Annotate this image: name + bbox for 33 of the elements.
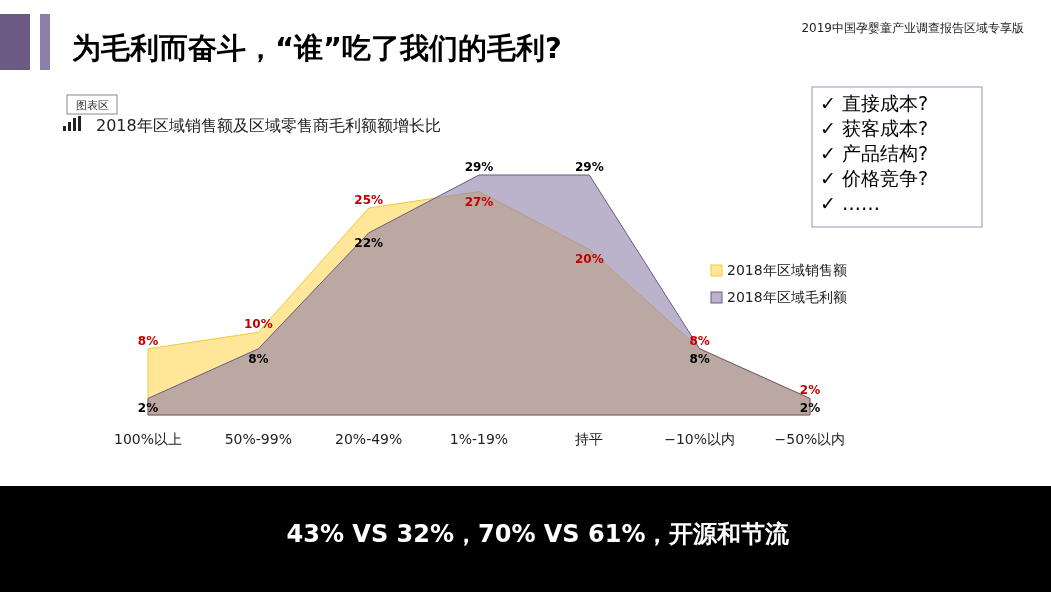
data-label: 8% xyxy=(137,333,159,348)
text: ✓ 产品结构? xyxy=(820,142,929,164)
annotation: ✓ 价格竞争? xyxy=(820,167,929,189)
data-label: 22% xyxy=(354,235,384,250)
x-tick-label: −10%以内 xyxy=(664,431,736,447)
x-tick-label: 持平 xyxy=(575,431,604,447)
data-label: 25% xyxy=(354,193,384,208)
data-label: 29% xyxy=(574,160,604,174)
text: 43% VS 32%，70% VS 61%，开源和节流 xyxy=(286,520,791,548)
text: 图表区 xyxy=(75,99,109,112)
data-label: 29% xyxy=(464,160,494,174)
x-tick-label: 20%-49% xyxy=(335,431,403,447)
data-label: 2% xyxy=(137,401,159,416)
data-label: 8% xyxy=(248,351,269,366)
chart-title: 为毛利而奋斗，“谁”吃了我们的毛利? xyxy=(72,31,562,65)
x-tick-label: 100%以上 xyxy=(113,431,183,447)
data-label: 8% xyxy=(689,351,710,366)
text: ✓ 获客成本? xyxy=(820,117,929,139)
data-label: 20% xyxy=(574,252,604,267)
data-label: 27% xyxy=(464,194,494,209)
legend-label: 2018年区域毛利额 xyxy=(727,289,847,305)
x-tick-label: −50%以内 xyxy=(774,431,846,447)
data-label: 10% xyxy=(243,317,273,332)
legend-label: 2018年区域销售额 xyxy=(727,262,847,278)
data-label: 8% xyxy=(689,333,710,348)
data-label: 2% xyxy=(799,401,821,416)
chart-subtitle: 2018年区域销售额及区域零售商毛利额额增长比 xyxy=(96,116,441,135)
data-label: 2% xyxy=(799,383,821,398)
x-tick-label: 1%-19% xyxy=(449,431,509,447)
text: ✓ 直接成本? xyxy=(820,92,929,114)
x-tick-label: 50%-99% xyxy=(224,431,292,447)
text: 2019中国孕婴童产业调查报告区域专享版 xyxy=(801,21,1024,35)
annotation: ✓ …… xyxy=(820,192,880,214)
